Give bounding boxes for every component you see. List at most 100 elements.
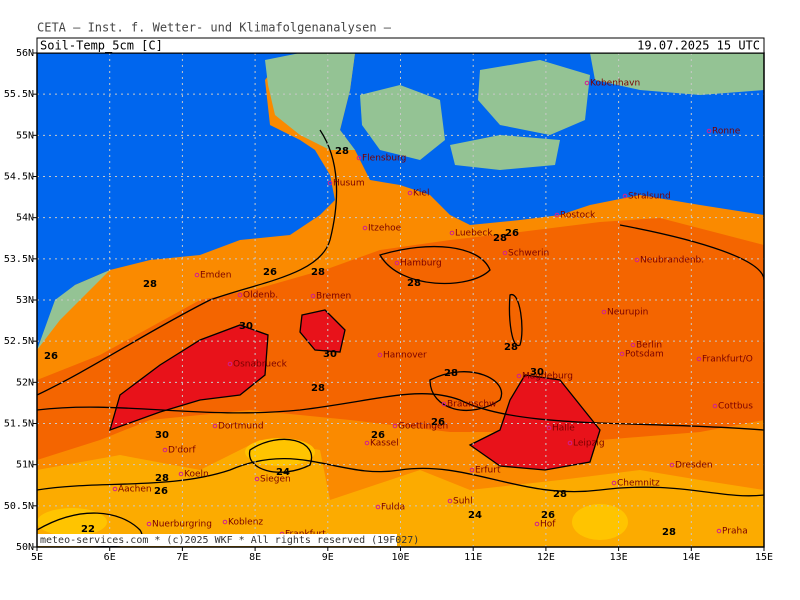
city-label: Bremen — [316, 292, 351, 302]
city-dot — [441, 401, 447, 407]
city-dot — [619, 351, 625, 357]
city-dot — [447, 498, 453, 504]
land-skane — [590, 53, 764, 95]
contour-label: 26 — [44, 351, 58, 362]
contour-line — [37, 512, 143, 547]
city-label: Schwerin — [508, 249, 549, 259]
city-label: Koeln — [184, 470, 209, 480]
contour-label: 30 — [155, 430, 169, 441]
land-jutland — [265, 53, 355, 150]
north-sea — [37, 53, 335, 350]
x-tick-label: 7E — [176, 552, 188, 563]
city-dot — [502, 250, 508, 256]
city-dot — [622, 193, 628, 199]
city-label: Stralsund — [628, 192, 671, 202]
city-label: Goettingen — [398, 422, 448, 432]
contour-line — [249, 438, 313, 473]
city-label: Neurupin — [607, 308, 648, 318]
land-coast — [37, 270, 110, 350]
contour-line — [429, 371, 503, 412]
valid-time: 19.07.2025 15 UTC — [637, 39, 760, 53]
axis-ticks: 5E 6E 7E 8E 9E 10E 11E 12E 13E 14E 15E 50N 50.5N 51N 5… — [4, 48, 773, 563]
contour-label: 28 — [407, 278, 421, 289]
y-tick-label: 54.5N — [4, 172, 34, 183]
city-dot — [449, 230, 455, 236]
y-tick-label: 52.5N — [4, 336, 34, 347]
x-tick-label: 10E — [391, 552, 409, 563]
contour-label: 26 — [154, 486, 168, 497]
y-tick-label: 50N — [16, 542, 34, 553]
city-dot — [112, 486, 118, 492]
x-tick-label: 5E — [31, 552, 43, 563]
city-dot — [567, 440, 573, 446]
city-dot — [546, 425, 552, 431]
city-label: Rostock — [560, 211, 596, 221]
city-label: Kassel — [370, 439, 399, 449]
city-dot — [611, 480, 617, 486]
y-tick-label: 53N — [16, 295, 34, 306]
field-hot — [468, 374, 601, 471]
city-label: Osnabrueck — [233, 360, 288, 370]
contour-line — [37, 457, 764, 497]
contour-label: 28 — [444, 368, 458, 379]
city-label: Nuerburgring — [152, 520, 212, 530]
contour-label: 28 — [311, 267, 325, 278]
y-tick-label: 51N — [16, 460, 34, 471]
city-dot — [212, 423, 218, 429]
contour-label: 26 — [371, 430, 385, 441]
city-label: Aachen — [118, 485, 152, 495]
city-label: Praha — [722, 527, 748, 537]
institute-title: CETA — Inst. f. Wetter- und Klimafolgena… — [37, 21, 392, 35]
contour-label: 26 — [431, 417, 445, 428]
city-dot — [377, 352, 383, 358]
city-label: Luebeck — [455, 229, 493, 239]
city-dot — [534, 521, 540, 527]
contour-label: 24 — [468, 510, 482, 521]
city-label: Flensburg — [362, 154, 406, 164]
x-tick-label: 11E — [464, 552, 482, 563]
contour-label: 28 — [143, 279, 157, 290]
city-label: Chemnitz — [617, 479, 660, 489]
contour-label: 24 — [276, 467, 290, 478]
city-label: Braunschw — [447, 400, 497, 410]
contour-line — [37, 393, 764, 431]
field-hot — [299, 309, 346, 353]
city-label: Suhl — [453, 497, 473, 507]
y-tick-label: 51.5N — [4, 419, 34, 430]
city-label: Oldenb. — [243, 291, 278, 301]
city-dot — [392, 423, 398, 429]
x-tick-label: 13E — [610, 552, 628, 563]
contour-label: 30 — [239, 321, 253, 332]
contour-label: 28 — [553, 489, 567, 500]
city-dot — [222, 519, 228, 525]
city-dot — [696, 356, 702, 362]
city-label: Husum — [333, 179, 365, 189]
contour-label: 26 — [541, 510, 555, 521]
city-dot — [146, 521, 152, 527]
city-label: Halle — [552, 424, 575, 434]
city-dot — [375, 504, 381, 510]
footer-text: meteo-services.com * (c)2025 WKF * All r… — [40, 535, 419, 546]
contour-line — [379, 246, 491, 285]
contour-label: 28 — [311, 383, 325, 394]
city-label: Kobenhavn — [590, 79, 640, 89]
city-label: D'dorf — [168, 446, 196, 456]
y-tick-label: 53.5N — [4, 254, 34, 265]
field-cooler — [37, 508, 107, 536]
field-cooler — [572, 504, 628, 540]
city-dot — [356, 155, 362, 161]
city-dot — [364, 440, 370, 446]
x-tick-label: 12E — [537, 552, 555, 563]
city-label: Hamburg — [400, 259, 442, 269]
city-label: Ronne — [712, 127, 741, 137]
y-tick-label: 56N — [16, 48, 34, 59]
contour-label: 28 — [504, 342, 518, 353]
city-label: Fulda — [381, 503, 405, 513]
city-dot — [162, 447, 168, 453]
city-label: Dortmund — [218, 422, 264, 432]
city-dot — [327, 180, 333, 186]
field-warm — [37, 218, 764, 460]
contour-label: 30 — [323, 349, 337, 360]
y-tick-label: 52N — [16, 377, 34, 388]
contour-label: 28 — [335, 146, 349, 157]
